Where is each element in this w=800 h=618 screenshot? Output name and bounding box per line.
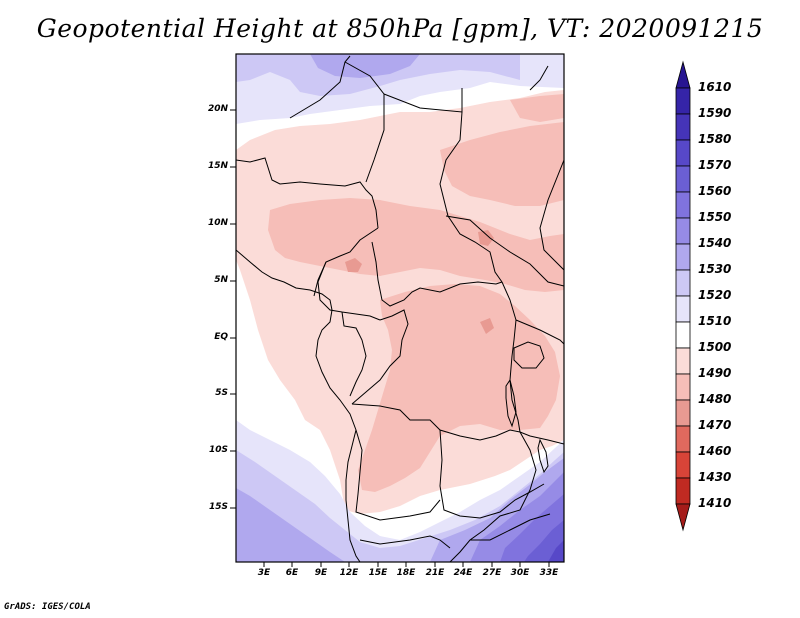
colorbar-segment [675, 269, 691, 297]
field-band-1470-spot-c [480, 318, 494, 334]
colorbar-label: 1460 [698, 444, 732, 458]
credit-text: GrADS: IGES/COLA [4, 602, 91, 612]
lat-label-5n: 5N [214, 275, 228, 285]
colorbar-segment [675, 295, 691, 323]
colorbar-label: 1580 [698, 132, 732, 146]
border-congo [341, 311, 367, 397]
lon-label-33e: 33E [539, 568, 559, 578]
border-kenya-tanzania [515, 319, 564, 345]
lat-ticks [230, 109, 236, 509]
lon-label-12e: 12E [339, 568, 359, 578]
lon-label-24e: 24E [453, 568, 473, 578]
border-chad-car [313, 227, 379, 297]
lat-label-15n: 15N [207, 161, 228, 171]
colorbar-segment [675, 477, 691, 505]
lake-victoria [513, 341, 545, 369]
lon-label-9e: 9E [314, 568, 328, 578]
border-zimbabwe [470, 513, 551, 541]
colorbar-segment [675, 165, 691, 193]
lat-label-5s: 5S [215, 388, 228, 398]
colorbar-segment [675, 399, 691, 427]
colorbar-label: 1530 [698, 262, 732, 276]
lon-label-15e: 15E [368, 568, 388, 578]
field-band-1480-north [268, 198, 564, 292]
field-band-1480-ne [510, 94, 564, 122]
colorbar-label: 1560 [698, 184, 732, 198]
lon-label-27e: 27E [482, 568, 502, 578]
border-ethiopia [539, 159, 564, 271]
colorbar-label: 1540 [698, 236, 732, 250]
colorbar-segment [675, 451, 691, 479]
colorbar-segment [675, 243, 691, 271]
colorbar-label: 1590 [698, 106, 732, 120]
border-egypt-west [383, 88, 463, 113]
lat-label-10n: 10N [207, 218, 228, 228]
coastline [236, 249, 361, 562]
lat-label-20n: 20N [207, 104, 228, 114]
colorbar-bottom-arrow [675, 503, 691, 532]
border-libya [344, 61, 385, 183]
lake-tanganyika [505, 378, 517, 428]
border-sahara [289, 55, 351, 119]
border-east-africa [501, 281, 564, 445]
field-band-1470-spot-a [345, 258, 362, 272]
colorbar-label: 1410 [698, 496, 732, 510]
border-drc-west [351, 309, 409, 405]
colorbar-segment [675, 425, 691, 453]
field-band-1480-central [358, 284, 560, 492]
colorbar-segment [675, 113, 691, 141]
field-band-1480-east [440, 122, 564, 206]
field-band-1470-spot-b [478, 230, 494, 246]
colorbar-segment [675, 347, 691, 375]
colorbar-segment [675, 87, 691, 115]
colorbar-label: 1570 [698, 158, 732, 172]
border-zambia [439, 429, 545, 519]
lat-label-10s: 10S [208, 445, 228, 455]
colorbar-label: 1500 [698, 340, 732, 354]
map-title: Geopotential Height at 850hPa [gpm], VT:… [36, 14, 764, 43]
lon-label-30e: 30E [510, 568, 530, 578]
map-frame [235, 53, 565, 563]
lat-label-eq: EQ [214, 332, 228, 342]
colorbar [675, 60, 691, 532]
lon-label-6e: 6E [285, 568, 299, 578]
field-band-1530-north [310, 54, 420, 78]
border-namibia [359, 535, 451, 549]
lon-label-3e: 3E [257, 568, 271, 578]
colorbar-label: 1490 [698, 366, 732, 380]
field-band-1570-se [548, 540, 564, 562]
colorbar-segment [675, 139, 691, 167]
lake-malawi [537, 438, 549, 474]
colorbar-label: 1430 [698, 470, 732, 484]
colorbar-label: 1610 [698, 80, 732, 94]
colorbar-segment [675, 217, 691, 245]
colorbar-label: 1480 [698, 392, 732, 406]
height-field [236, 54, 564, 562]
country-boundaries [236, 55, 564, 562]
red-sea-coast [529, 65, 549, 91]
colorbar-label: 1550 [698, 210, 732, 224]
border-mozambique [449, 431, 537, 562]
border-angola [355, 429, 441, 521]
colorbar-segment [675, 191, 691, 219]
colorbar-segment [675, 373, 691, 401]
colorbar-label: 1520 [698, 288, 732, 302]
lat-label-15s: 15S [208, 502, 228, 512]
colorbar-segment [675, 321, 691, 349]
colorbar-label: 1470 [698, 418, 732, 432]
colorbar-label: 1510 [698, 314, 732, 328]
colorbar-top-arrow [675, 60, 691, 89]
field-band-1530-sw [236, 488, 345, 562]
lon-label-18e: 18E [396, 568, 416, 578]
lon-ticks [263, 562, 550, 567]
border-west-africa [236, 157, 379, 229]
border-car [371, 241, 503, 307]
border-south-sudan [445, 215, 564, 287]
border-cameroon [317, 261, 381, 321]
lon-label-21e: 21E [425, 568, 445, 578]
